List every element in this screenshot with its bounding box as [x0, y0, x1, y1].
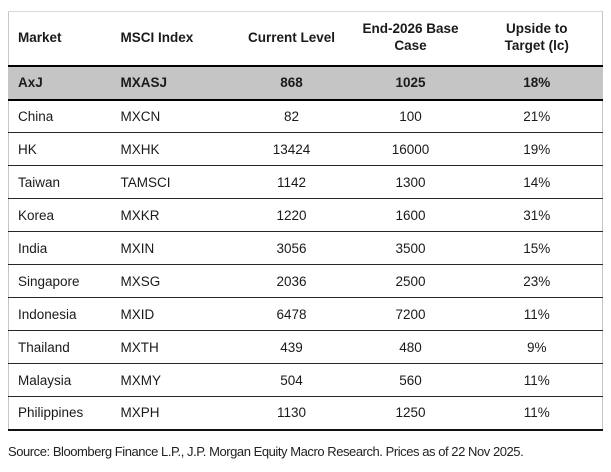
cell-market: AxJ: [18, 75, 43, 90]
cell-current: 1220: [276, 207, 307, 223]
cell-index: MXCN: [120, 108, 161, 124]
cell-current: 1130: [276, 405, 307, 421]
header-upside-to-target: Upside to Target (lc): [471, 11, 603, 66]
cell-index: MXASJ: [120, 75, 168, 90]
cell-market: HK: [18, 141, 37, 157]
cell-base: 480: [399, 339, 422, 355]
table-row: Malaysia MXMY 504 560 11%: [8, 364, 603, 397]
table-row: Korea MXKR 1220 1600 31%: [8, 199, 603, 232]
cell-index: MXPH: [120, 405, 160, 421]
cell-current: 6478: [276, 306, 307, 322]
cell-current: 82: [283, 108, 300, 124]
cell-base: 560: [399, 372, 422, 388]
cell-base: 16000: [391, 141, 430, 157]
table-row: India MXIN 3056 3500 15%: [8, 232, 603, 265]
header-end-2026-base-case: End-2026 Base Case: [349, 11, 472, 66]
header-row: Market MSCI Index Current Level End-2026…: [8, 11, 603, 66]
cell-upside: 21%: [523, 108, 551, 124]
cell-upside: 11%: [523, 405, 550, 421]
cell-upside: 31%: [523, 207, 551, 223]
cell-index: MXMY: [120, 372, 162, 388]
cell-base: 1250: [395, 405, 426, 421]
table-row: Singapore MXSG 2036 2500 23%: [8, 265, 603, 298]
table-header: Market MSCI Index Current Level End-2026…: [8, 11, 603, 66]
cell-current: 13424: [272, 141, 311, 157]
cell-upside: 14%: [523, 174, 551, 190]
cell-base: 1025: [395, 75, 426, 90]
cell-current: 1142: [276, 174, 307, 190]
cell-upside: 9%: [526, 339, 547, 355]
cell-current: 3056: [276, 240, 307, 256]
cell-base: 100: [399, 108, 422, 124]
cell-current: 504: [280, 372, 303, 388]
cell-index: MXTH: [120, 339, 159, 355]
cell-base: 7200: [395, 306, 426, 322]
cell-upside: 19%: [523, 141, 551, 157]
table-row: Taiwan TAMSCI 1142 1300 14%: [8, 166, 603, 199]
cell-index: TAMSCI: [120, 174, 171, 190]
cell-current: 868: [280, 75, 303, 90]
header-upside-to-target-label: Upside to Target (lc): [504, 21, 569, 54]
cell-market: China: [18, 108, 54, 124]
cell-market: Philippines: [18, 405, 84, 421]
header-market: Market: [8, 11, 121, 66]
cell-upside: 15%: [523, 240, 551, 256]
cell-index: MXHK: [120, 141, 160, 157]
cell-index: MXSG: [120, 273, 161, 289]
cell-market: Indonesia: [18, 306, 77, 322]
cell-market: Korea: [18, 207, 55, 223]
header-msci-index: MSCI Index: [120, 11, 234, 66]
cell-index: MXKR: [120, 207, 160, 223]
cell-upside: 18%: [523, 75, 551, 90]
cell-index: MXID: [120, 306, 155, 322]
cell-market: Malaysia: [18, 372, 72, 388]
cell-base: 1600: [395, 207, 426, 223]
cell-current: 2036: [276, 273, 307, 289]
cell-upside: 11%: [523, 372, 550, 388]
cell-base: 3500: [395, 240, 426, 256]
table-row: Thailand MXTH 439 480 9%: [8, 331, 603, 364]
table-row: HK MXHK 13424 16000 19%: [8, 133, 603, 166]
cell-market: Singapore: [18, 273, 80, 289]
cell-market: Thailand: [18, 339, 70, 355]
table-row: Indonesia MXID 6478 7200 11%: [8, 298, 603, 331]
table-row: Philippines MXPH 1130 1250 11%: [8, 397, 603, 430]
header-current-level: Current Level: [233, 11, 350, 66]
table-row: China MXCN 82 100 21%: [8, 100, 603, 133]
cell-current: 439: [280, 339, 303, 355]
msci-index-targets-table: Market MSCI Index Current Level End-2026…: [8, 11, 603, 431]
source-note: Source: Bloomberg Finance L.P., J.P. Mor…: [8, 443, 524, 459]
cell-market: Taiwan: [18, 174, 61, 190]
cell-market: India: [18, 240, 48, 256]
cell-base: 2500: [395, 273, 426, 289]
cell-upside: 11%: [523, 306, 550, 322]
cell-base: 1300: [395, 174, 426, 190]
table-row-highlight: AxJ MXASJ 868 1025 18%: [8, 65, 603, 100]
cell-upside: 23%: [523, 273, 551, 289]
cell-index: MXIN: [120, 240, 155, 256]
table-body: AxJ MXASJ 868 1025 18% China MXCN 82 100 21% HK MXH…: [8, 65, 603, 430]
header-end-2026-base-case-label: End-2026 Base Case: [362, 21, 459, 54]
